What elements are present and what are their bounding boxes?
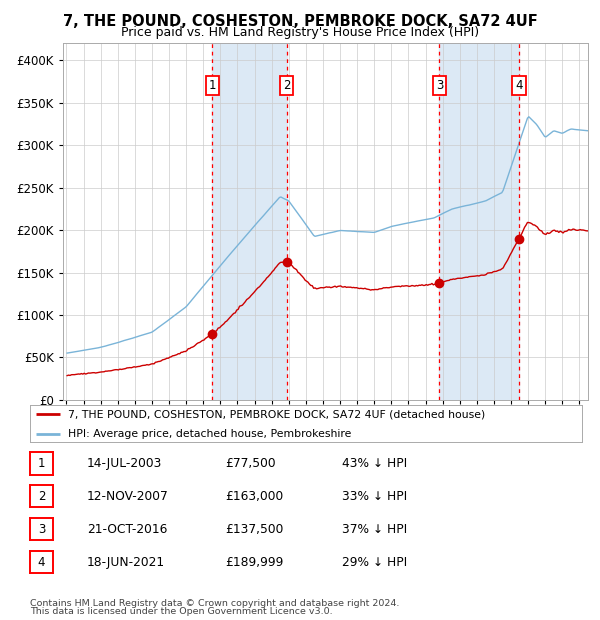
Bar: [439, 43, 519, 400]
Text: 2: 2: [283, 79, 290, 92]
Text: 4: 4: [515, 79, 523, 92]
Text: Price paid vs. HM Land Registry's House Price Index (HPI): Price paid vs. HM Land Registry's House …: [121, 26, 479, 39]
Text: £137,500: £137,500: [225, 523, 283, 536]
Text: HPI: Average price, detached house, Pembrokeshire: HPI: Average price, detached house, Pemb…: [68, 429, 351, 439]
Text: 3: 3: [38, 523, 45, 536]
Text: 43% ↓ HPI: 43% ↓ HPI: [342, 457, 407, 470]
Text: 33% ↓ HPI: 33% ↓ HPI: [342, 490, 407, 503]
Text: 1: 1: [38, 457, 45, 470]
Text: 29% ↓ HPI: 29% ↓ HPI: [342, 556, 407, 569]
Bar: [212, 43, 287, 400]
Text: 37% ↓ HPI: 37% ↓ HPI: [342, 523, 407, 536]
Text: 1: 1: [209, 79, 216, 92]
Text: This data is licensed under the Open Government Licence v3.0.: This data is licensed under the Open Gov…: [30, 607, 332, 616]
Text: 14-JUL-2003: 14-JUL-2003: [87, 457, 163, 470]
Text: 2: 2: [38, 490, 45, 503]
Text: 7, THE POUND, COSHESTON, PEMBROKE DOCK, SA72 4UF: 7, THE POUND, COSHESTON, PEMBROKE DOCK, …: [62, 14, 538, 29]
Text: £189,999: £189,999: [225, 556, 283, 569]
Text: 21-OCT-2016: 21-OCT-2016: [87, 523, 167, 536]
Text: 18-JUN-2021: 18-JUN-2021: [87, 556, 165, 569]
Text: 3: 3: [436, 79, 443, 92]
Text: 7, THE POUND, COSHESTON, PEMBROKE DOCK, SA72 4UF (detached house): 7, THE POUND, COSHESTON, PEMBROKE DOCK, …: [68, 409, 485, 419]
Text: 12-NOV-2007: 12-NOV-2007: [87, 490, 169, 503]
Text: Contains HM Land Registry data © Crown copyright and database right 2024.: Contains HM Land Registry data © Crown c…: [30, 598, 400, 608]
Text: £77,500: £77,500: [225, 457, 275, 470]
Text: £163,000: £163,000: [225, 490, 283, 503]
Text: 4: 4: [38, 556, 45, 569]
